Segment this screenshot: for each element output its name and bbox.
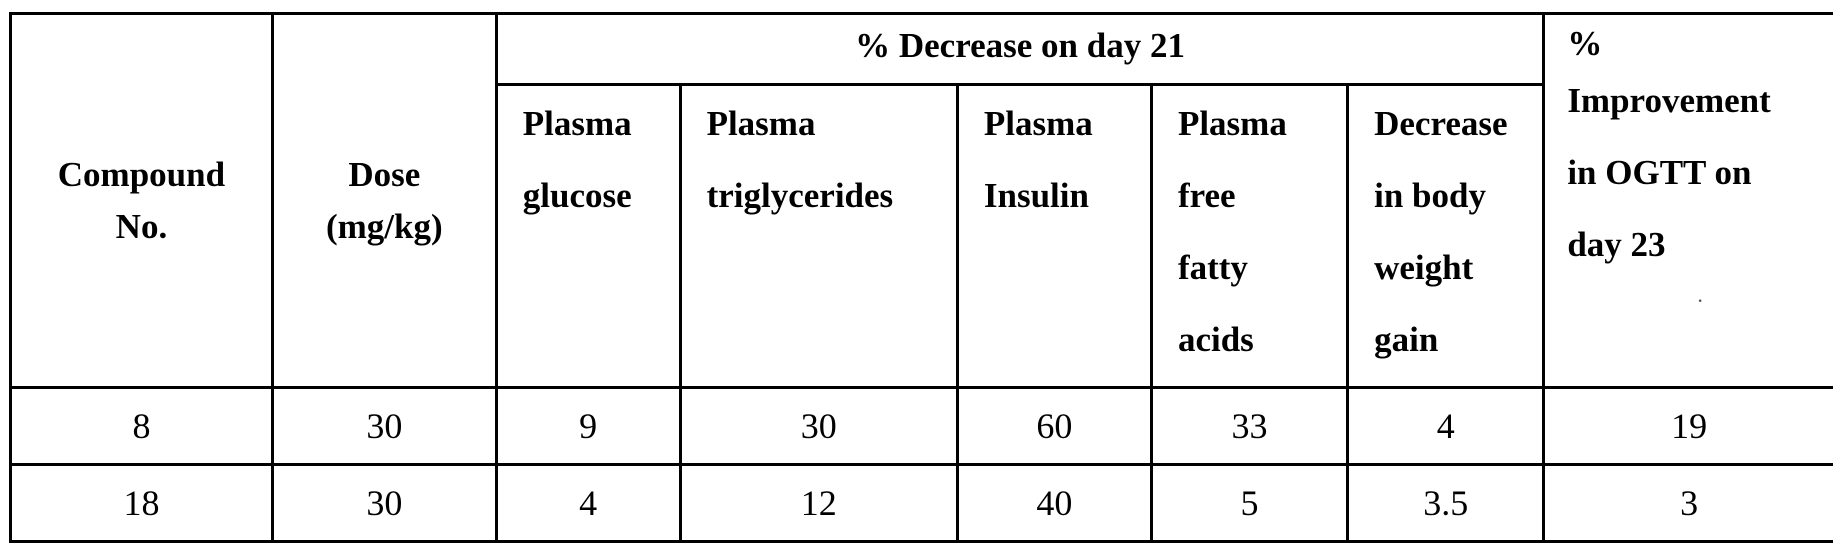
header-body-weight-gain: Decrease in body weight gain — [1346, 83, 1546, 389]
header-text: (mg/kg) — [325, 206, 443, 246]
header-text: Plasma — [522, 104, 632, 143]
cell-plasma-triglycerides: 30 — [678, 386, 959, 466]
cell-dose: 30 — [270, 386, 498, 466]
cell-ogtt-improvement: 3 — [1542, 463, 1833, 543]
table-row: 18 30 4 12 40 5 3.5 3 — [9, 463, 1833, 543]
header-text: in OGTT on — [1567, 153, 1752, 192]
header-text: weight — [1374, 248, 1474, 287]
header-plasma-glucose: Plasma glucose — [494, 83, 682, 389]
header-row-top: Compound No. Dose (mg/kg) % Decrease on … — [9, 12, 1833, 389]
header-text: in body — [1374, 176, 1486, 215]
cell-body-weight-gain: 3.5 — [1346, 463, 1546, 543]
header-text: Insulin — [983, 176, 1089, 215]
header-text: Plasma — [1177, 104, 1287, 143]
header-text: % — [1567, 24, 1603, 63]
header-text: glucose — [522, 176, 632, 215]
cell-plasma-free-fatty-acids: 33 — [1149, 386, 1350, 466]
header-text: free — [1177, 176, 1236, 215]
cell-plasma-free-fatty-acids: 5 — [1149, 463, 1350, 543]
cell-compound-no: 8 — [9, 386, 274, 466]
results-table: Compound No. Dose (mg/kg) % Decrease on … — [9, 12, 1833, 543]
cell-plasma-insulin: 60 — [955, 386, 1153, 466]
header-compound-no: Compound No. — [9, 12, 274, 389]
header-text: gain — [1374, 320, 1439, 359]
cell-plasma-glucose: 9 — [494, 386, 682, 466]
cell-compound-no: 18 — [9, 463, 274, 543]
cell-plasma-insulin: 40 — [955, 463, 1153, 543]
header-text: day 23 — [1567, 225, 1666, 264]
cell-body-weight-gain: 4 — [1346, 386, 1546, 466]
header-plasma-free-fatty-acids: Plasma free fatty acids — [1149, 83, 1350, 389]
header-text: triglycerides — [706, 176, 894, 215]
header-text: Plasma — [706, 104, 816, 143]
header-text: Compound — [57, 154, 226, 194]
header-plasma-triglycerides: Plasma triglycerides — [678, 83, 959, 389]
header-text: Decrease — [1374, 104, 1508, 143]
header-improvement-ogtt: % Improvement in OGTT on day 23 · — [1542, 12, 1833, 389]
cell-dose: 30 — [270, 463, 498, 543]
header-text: Improvement — [1567, 81, 1771, 120]
header-text: fatty — [1177, 248, 1248, 287]
header-plasma-insulin: Plasma Insulin — [955, 83, 1153, 389]
header-decrease-day-21: % Decrease on day 21 — [494, 12, 1546, 86]
cell-plasma-glucose: 4 — [494, 463, 682, 543]
header-text: Dose — [348, 154, 421, 194]
table-row: 8 30 9 30 60 33 4 19 — [9, 386, 1833, 466]
header-row-sub: Plasma glucose Plasma triglycerides Plas… — [11, 83, 1833, 389]
header-dose: Dose (mg/kg) — [270, 12, 498, 389]
cell-plasma-triglycerides: 12 — [678, 463, 959, 543]
scan-speck: · — [1696, 288, 1704, 313]
header-text: Plasma — [983, 104, 1093, 143]
header-text: acids — [1177, 320, 1254, 359]
header-text: No. — [115, 206, 168, 246]
cell-ogtt-improvement: 19 — [1542, 386, 1833, 466]
